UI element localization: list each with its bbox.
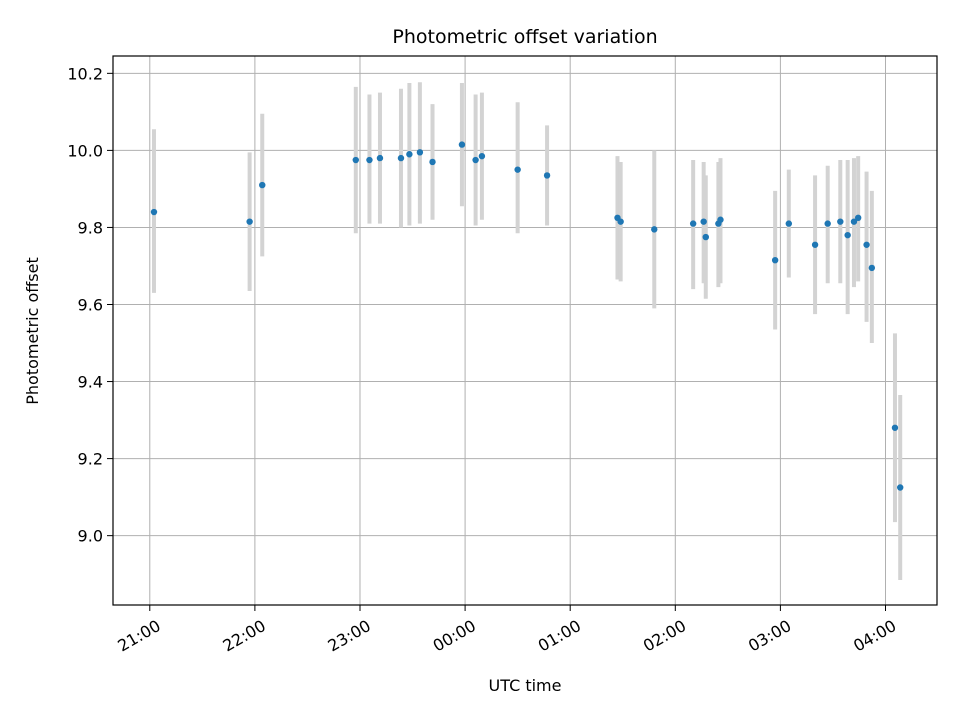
y-axis-label: Photometric offset bbox=[23, 257, 42, 405]
data-point bbox=[406, 151, 413, 158]
data-point bbox=[863, 241, 870, 248]
data-point bbox=[150, 208, 158, 216]
y-tick-label: 9.6 bbox=[78, 295, 103, 314]
data-point bbox=[514, 166, 521, 173]
y-tick-label: 9.2 bbox=[78, 450, 103, 469]
y-axis-ticks: 9.0 9.2 9.4 9.6 9.8 10.0 10.2 bbox=[67, 64, 113, 546]
y-tick-label: 9.4 bbox=[78, 373, 103, 392]
data-point bbox=[472, 156, 479, 164]
data-point bbox=[689, 220, 697, 227]
data-point bbox=[416, 149, 424, 156]
data-point bbox=[837, 218, 844, 225]
data-point bbox=[617, 218, 624, 225]
data-point bbox=[366, 156, 373, 164]
data-point bbox=[651, 226, 658, 233]
data-point bbox=[702, 233, 709, 241]
data-point bbox=[785, 220, 793, 227]
data-point bbox=[458, 141, 466, 148]
y-tick-label: 9.8 bbox=[78, 218, 103, 237]
data-point bbox=[397, 154, 405, 162]
data-point bbox=[811, 241, 819, 248]
data-point bbox=[844, 231, 851, 239]
chart-title: Photometric offset variation bbox=[392, 26, 657, 48]
data-point bbox=[771, 256, 779, 264]
data-point bbox=[700, 218, 707, 225]
y-tick-label: 10.0 bbox=[67, 141, 103, 160]
data-point bbox=[376, 154, 384, 162]
data-point bbox=[478, 152, 486, 160]
data-point bbox=[717, 216, 724, 223]
data-point bbox=[854, 214, 862, 222]
data-points bbox=[150, 141, 904, 491]
data-point bbox=[897, 484, 904, 491]
data-point bbox=[868, 264, 876, 272]
y-tick-label: 9.0 bbox=[78, 527, 103, 546]
axes-frame bbox=[112, 55, 938, 606]
data-point bbox=[891, 424, 899, 431]
grid-lines bbox=[113, 56, 937, 605]
data-point bbox=[543, 172, 551, 179]
data-point bbox=[259, 181, 266, 189]
data-point bbox=[850, 218, 858, 225]
data-point bbox=[429, 158, 436, 166]
data-point bbox=[352, 156, 359, 164]
y-tick-label: 10.2 bbox=[67, 64, 103, 83]
data-point bbox=[246, 218, 253, 225]
x-axis-label: UTC time bbox=[489, 676, 562, 695]
data-point bbox=[824, 220, 831, 227]
